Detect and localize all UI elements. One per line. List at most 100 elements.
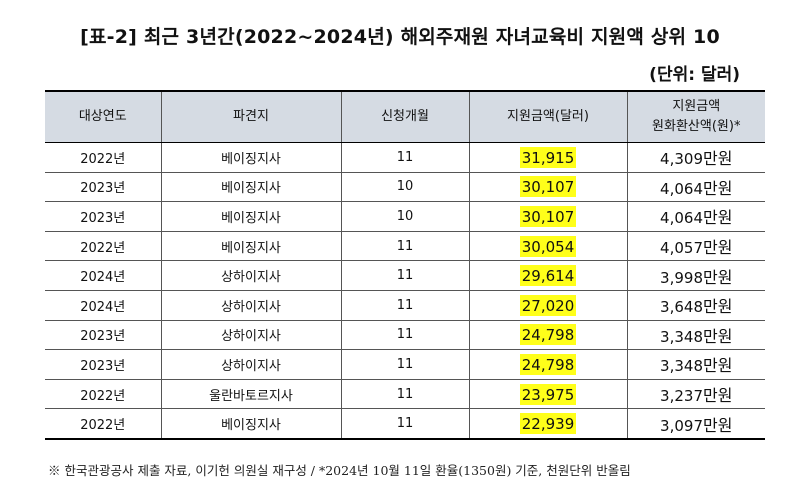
table-row: 2023년 상하이지사 11 24,798 3,348만원 (45, 349, 765, 380)
cell-location: 베이징지사 (160, 408, 342, 440)
krw-value: 4,064 (660, 209, 703, 228)
table-row: 2022년 베이징지사 11 22,939 3,097만원 (45, 408, 765, 440)
table-title: [표-2] 최근 3년간(2022~2024년) 해외주재원 자녀교육비 지원액… (80, 26, 720, 48)
cell-amount-usd: 31,915 (468, 142, 628, 173)
krw-value: 3,097 (660, 416, 703, 435)
cell-location: 베이징지사 (160, 201, 342, 232)
krw-value: 4,309 (660, 150, 703, 169)
cell-location: 상하이지사 (160, 260, 342, 291)
cell-year: 2022년 (45, 408, 162, 440)
krw-value: 4,057 (660, 239, 703, 258)
header-amount-usd: 지원금액(달러) (468, 91, 628, 143)
krw-unit: 만원 (703, 415, 733, 435)
cell-months: 11 (340, 378, 470, 410)
highlighted-amount: 27,020 (519, 294, 577, 316)
highlighted-amount: 31,915 (519, 146, 577, 168)
header-amount-krw-line2: 원화환산액(원)* (652, 119, 741, 134)
cell-location: 상하이지사 (160, 289, 342, 321)
cell-location: 상하이지사 (160, 349, 342, 380)
krw-unit: 만원 (703, 208, 733, 228)
highlighted-amount: 29,614 (519, 265, 577, 287)
cell-amount-usd: 24,798 (468, 319, 628, 351)
highlighted-amount: 30,054 (519, 235, 577, 257)
cell-location: 베이징지사 (160, 142, 342, 173)
cell-months: 11 (340, 142, 470, 173)
table-row: 2023년 상하이지사 11 24,798 3,348만원 (45, 319, 765, 351)
cell-months: 10 (340, 201, 470, 232)
krw-unit: 만원 (703, 326, 733, 346)
cell-amount-krw: 4,057만원 (626, 230, 765, 262)
footnote: ※ 한국관광공사 제출 자료, 이기헌 의원실 재구성 / *2024년 10월… (48, 463, 631, 478)
cell-year: 2023년 (45, 201, 162, 232)
krw-unit: 만원 (703, 297, 733, 317)
cell-amount-krw: 4,309만원 (626, 142, 765, 173)
cell-year: 2022년 (45, 378, 162, 410)
table-row: 2023년 베이징지사 10 30,107 4,064만원 (45, 171, 765, 203)
header-months: 신청개월 (340, 91, 470, 143)
cell-amount-krw: 3,348만원 (626, 349, 765, 380)
cell-year: 2024년 (45, 289, 162, 321)
krw-value: 3,648 (660, 298, 703, 317)
highlighted-amount: 22,939 (519, 413, 577, 435)
cell-amount-usd: 22,939 (468, 408, 628, 440)
cell-months: 11 (340, 230, 470, 262)
cell-year: 2023년 (45, 349, 162, 380)
krw-unit: 만원 (703, 238, 733, 258)
cell-months: 11 (340, 319, 470, 351)
cell-months: 11 (340, 349, 470, 380)
cell-amount-krw: 3,348만원 (626, 319, 765, 351)
krw-value: 3,348 (660, 357, 703, 376)
cell-amount-usd: 30,107 (468, 201, 628, 232)
krw-value: 3,237 (660, 387, 703, 406)
cell-year: 2022년 (45, 230, 162, 262)
highlighted-amount: 30,107 (519, 176, 577, 198)
krw-unit: 만원 (703, 267, 733, 287)
cell-amount-usd: 23,975 (468, 378, 628, 410)
cell-year: 2024년 (45, 260, 162, 291)
cell-amount-usd: 29,614 (468, 260, 628, 291)
krw-value: 4,064 (660, 179, 703, 198)
cell-amount-krw: 3,097만원 (626, 408, 765, 440)
krw-value: 3,348 (660, 327, 703, 346)
table-row: 2022년 베이징지사 11 31,915 4,309만원 (45, 142, 765, 173)
highlighted-amount: 23,975 (519, 383, 577, 405)
cell-months: 11 (340, 260, 470, 291)
table-row: 2022년 베이징지사 11 30,054 4,057만원 (45, 230, 765, 262)
cell-amount-krw: 3,998만원 (626, 260, 765, 291)
header-amount-krw: 지원금액 원화환산액(원)* (626, 91, 765, 143)
cell-year: 2022년 (45, 142, 162, 173)
cell-months: 11 (340, 408, 470, 440)
header-row: 대상연도 파견지 신청개월 지원금액(달러) 지원금액 원화환산액(원)* (45, 91, 765, 143)
cell-months: 10 (340, 171, 470, 203)
education-support-table: 대상연도 파견지 신청개월 지원금액(달러) 지원금액 원화환산액(원)* 20… (45, 90, 765, 440)
cell-amount-krw: 3,237만원 (626, 378, 765, 410)
cell-amount-usd: 30,054 (468, 230, 628, 262)
krw-unit: 만원 (703, 386, 733, 406)
highlighted-amount: 24,798 (519, 324, 577, 346)
highlighted-amount: 30,107 (519, 205, 577, 227)
cell-location: 베이징지사 (160, 230, 342, 262)
table-row: 2022년 울란바토르지사 11 23,975 3,237만원 (45, 378, 765, 410)
krw-unit: 만원 (703, 356, 733, 376)
cell-amount-usd: 27,020 (468, 289, 628, 321)
highlighted-amount: 24,798 (519, 353, 577, 375)
unit-label: (단위: 달러) (649, 65, 740, 85)
cell-amount-usd: 30,107 (468, 171, 628, 203)
header-year: 대상연도 (45, 91, 162, 143)
cell-year: 2023년 (45, 171, 162, 203)
krw-unit: 만원 (703, 178, 733, 198)
cell-amount-krw: 4,064만원 (626, 171, 765, 203)
cell-location: 울란바토르지사 (160, 378, 342, 410)
krw-unit: 만원 (703, 149, 733, 169)
cell-months: 11 (340, 289, 470, 321)
cell-year: 2023년 (45, 319, 162, 351)
cell-location: 베이징지사 (160, 171, 342, 203)
header-amount-krw-line1: 지원금액 (672, 98, 721, 114)
krw-value: 3,998 (660, 268, 703, 287)
table-row: 2024년 상하이지사 11 27,020 3,648만원 (45, 289, 765, 321)
table-row: 2023년 베이징지사 10 30,107 4,064만원 (45, 201, 765, 232)
cell-location: 상하이지사 (160, 319, 342, 351)
cell-amount-krw: 4,064만원 (626, 201, 765, 232)
cell-amount-usd: 24,798 (468, 349, 628, 380)
table-row: 2024년 상하이지사 11 29,614 3,998만원 (45, 260, 765, 291)
